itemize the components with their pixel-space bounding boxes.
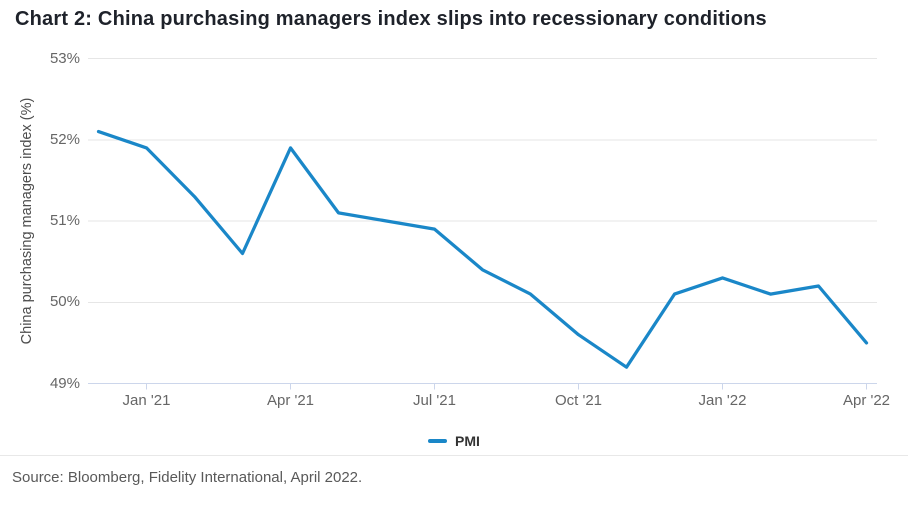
y-tick-label: 53% [49,49,80,67]
y-tick-label: 50% [49,293,80,311]
x-tick-label: Oct '21 [554,392,603,409]
x-tick-label: Jan '22 [698,392,747,409]
x-tick-label: Apr '21 [266,392,315,409]
footer-divider [0,455,908,456]
pmi-series-line [96,129,869,369]
chart-title: Chart 2: China purchasing managers index… [15,8,767,30]
legend-series-label: PMI [455,433,480,449]
y-tick-label: 51% [49,212,80,229]
legend-line-swatch [428,439,448,443]
x-tick-label: Jan '21 [122,392,171,409]
y-tick-label: 52% [49,130,80,148]
source-note: Source: Bloomberg, Fidelity Internationa… [12,469,363,486]
y-tick-label: 49% [49,374,80,392]
legend-item-pmi[interactable]: PMI [0,432,908,450]
x-tick-label: Jul '21 [413,392,456,409]
x-tick-label: Apr '22 [842,392,891,409]
